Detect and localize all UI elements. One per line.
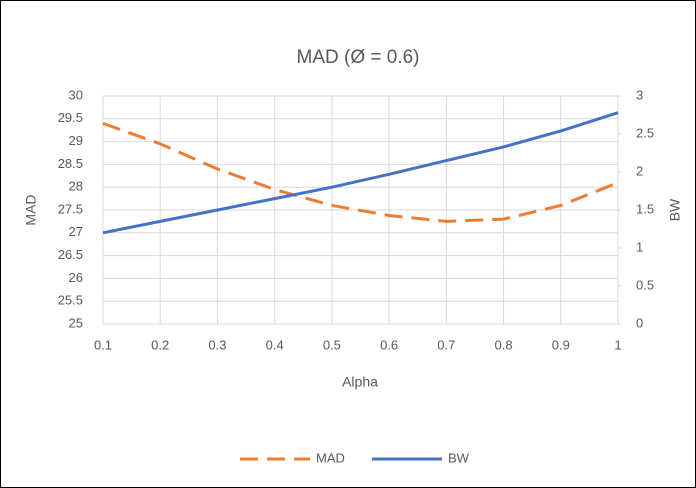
x-axis-title: Alpha	[342, 374, 378, 390]
y2-tick-label: 0	[636, 315, 643, 330]
y2-axis-title: BW	[667, 198, 683, 221]
y2-tick-label: 0.5	[636, 277, 654, 292]
y-tick-label: 29	[69, 133, 83, 148]
y-tick-label: 26	[69, 270, 83, 285]
x-tick-label: 0.4	[266, 337, 284, 352]
x-tick-label: 0.7	[437, 337, 455, 352]
legend-label: BW	[448, 450, 470, 465]
x-tick-label: 0.9	[552, 337, 570, 352]
y2-tick-label: 2.5	[636, 125, 654, 140]
y-tick-label: 25	[69, 315, 83, 330]
x-tick-label: 0.1	[94, 337, 112, 352]
series-line	[102, 111, 619, 235]
y2-tick-label: 3	[636, 87, 643, 102]
y-tick-label: 25.5	[58, 293, 83, 308]
y-tick-label: 30	[69, 87, 83, 102]
y-tick-label: 28.5	[58, 156, 83, 171]
x-tick-label: 0.6	[380, 337, 398, 352]
y-tick-label: 28	[69, 179, 83, 194]
legend-label: MAD	[316, 450, 345, 465]
y-tick-label: 27.5	[58, 201, 83, 216]
chart-title: MAD (Ø = 0.6)	[297, 47, 420, 68]
x-tick-label: 0.2	[151, 337, 169, 352]
y-tick-label: 26.5	[58, 247, 83, 262]
y-axis-title: MAD	[23, 194, 39, 225]
y2-tick-label: 2	[636, 163, 643, 178]
series-line	[102, 121, 619, 223]
x-tick-label: 1	[614, 337, 621, 352]
y-tick-label: 27	[69, 224, 83, 239]
y-tick-label: 29.5	[58, 110, 83, 125]
x-tick-label: 0.5	[323, 337, 341, 352]
y2-tick-label: 1	[636, 239, 643, 254]
x-tick-label: 0.8	[495, 337, 513, 352]
y2-tick-label: 1.5	[636, 201, 654, 216]
x-tick-label: 0.3	[208, 337, 226, 352]
